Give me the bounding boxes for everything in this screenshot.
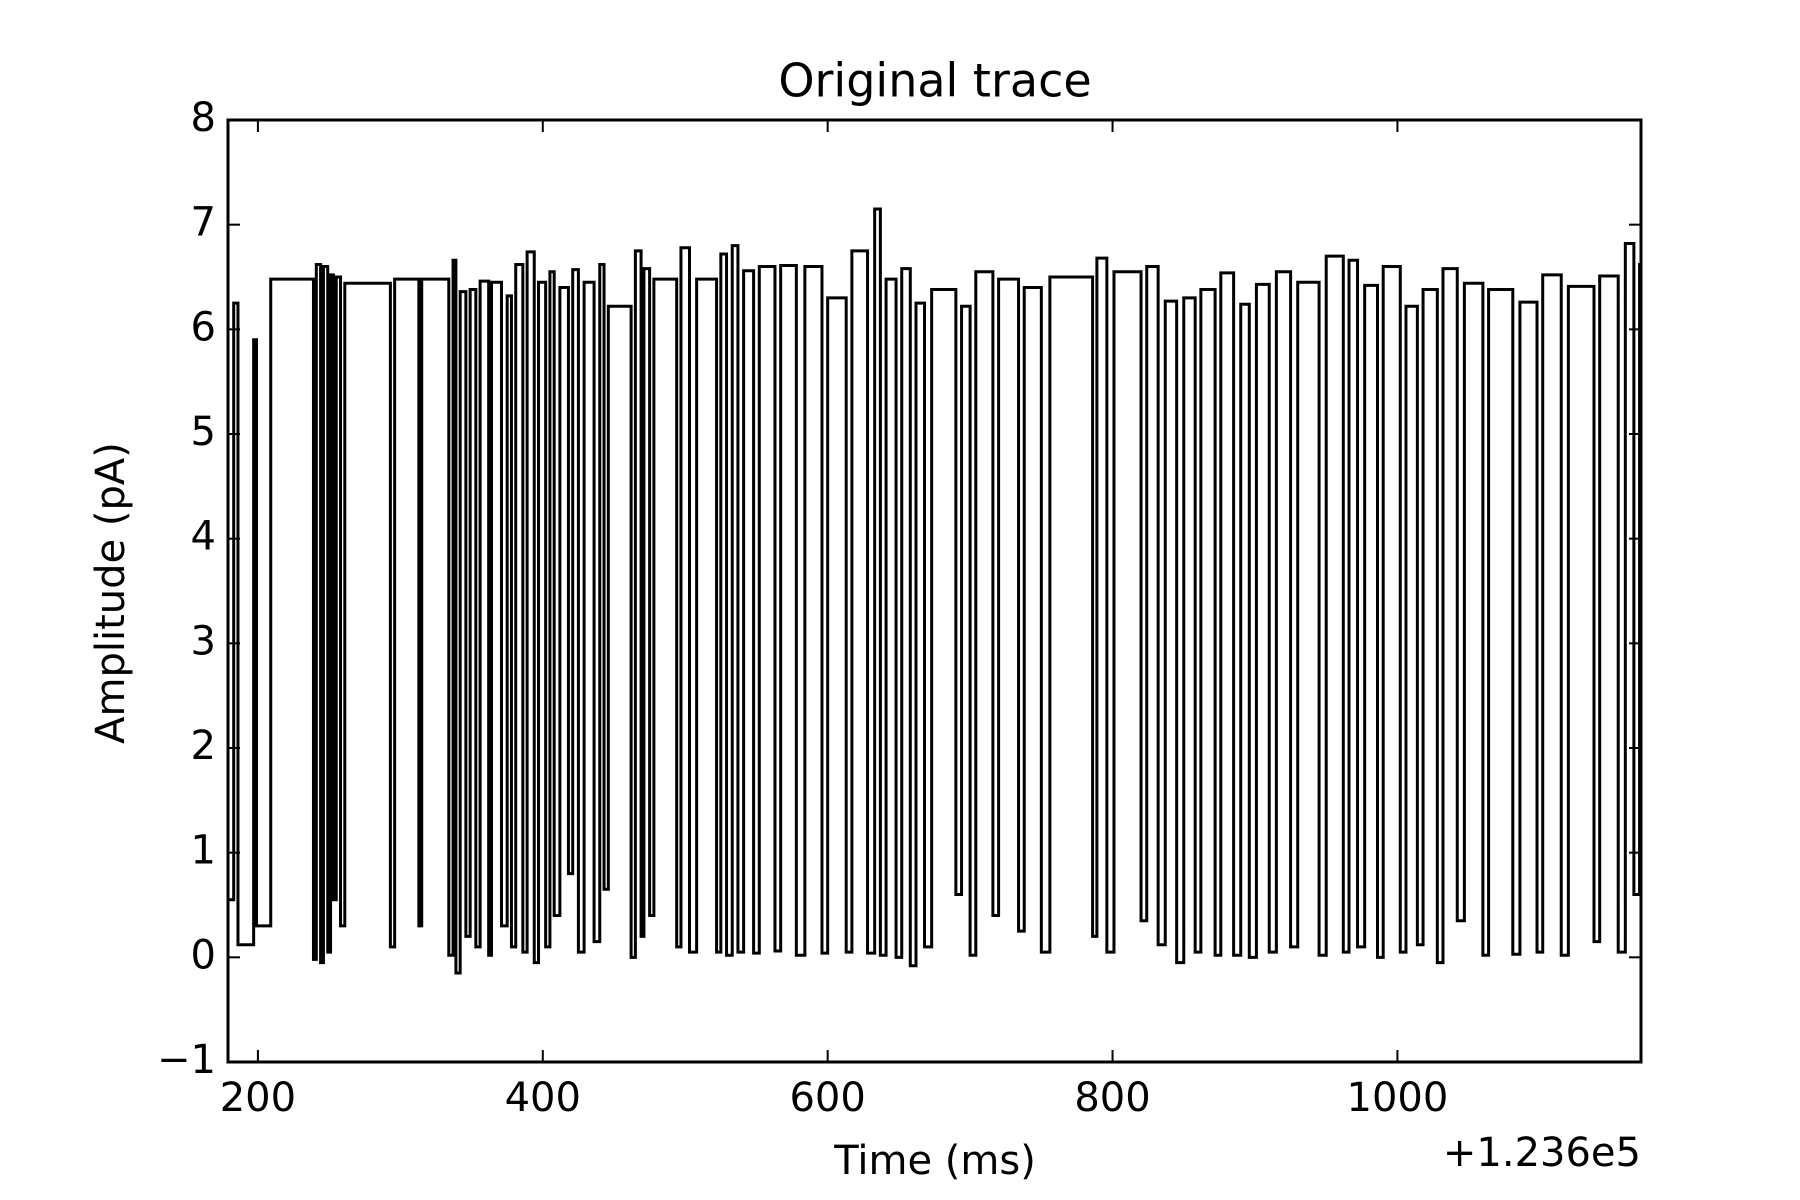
y-tick-label: 3	[191, 618, 216, 664]
y-tick-label: −1	[157, 1037, 216, 1083]
y-tick-label: 2	[191, 723, 216, 769]
plot-frame	[226, 118, 1643, 1064]
x-tick-label: 800	[1074, 1075, 1150, 1121]
y-tick-label: 6	[191, 304, 216, 350]
y-tick-label: 8	[191, 95, 216, 141]
x-axis-label: Time (ms)	[833, 1138, 1036, 1184]
x-tick-label: 1000	[1347, 1075, 1449, 1121]
x-offset-label: +1.236e5	[1443, 1130, 1641, 1176]
x-tick-label: 600	[789, 1075, 865, 1121]
chart-title: Original trace	[778, 54, 1091, 108]
y-tick-label: 5	[191, 409, 216, 455]
trace-line	[228, 207, 1641, 975]
y-tick-label: 7	[191, 200, 216, 246]
y-axis-label: Amplitude (pA)	[88, 442, 134, 744]
y-tick-label: 4	[191, 514, 216, 560]
y-tick-label: 1	[191, 828, 216, 874]
x-tick-label: 200	[220, 1075, 296, 1121]
x-tick-label: 400	[505, 1075, 581, 1121]
y-tick-label: 0	[191, 932, 216, 978]
